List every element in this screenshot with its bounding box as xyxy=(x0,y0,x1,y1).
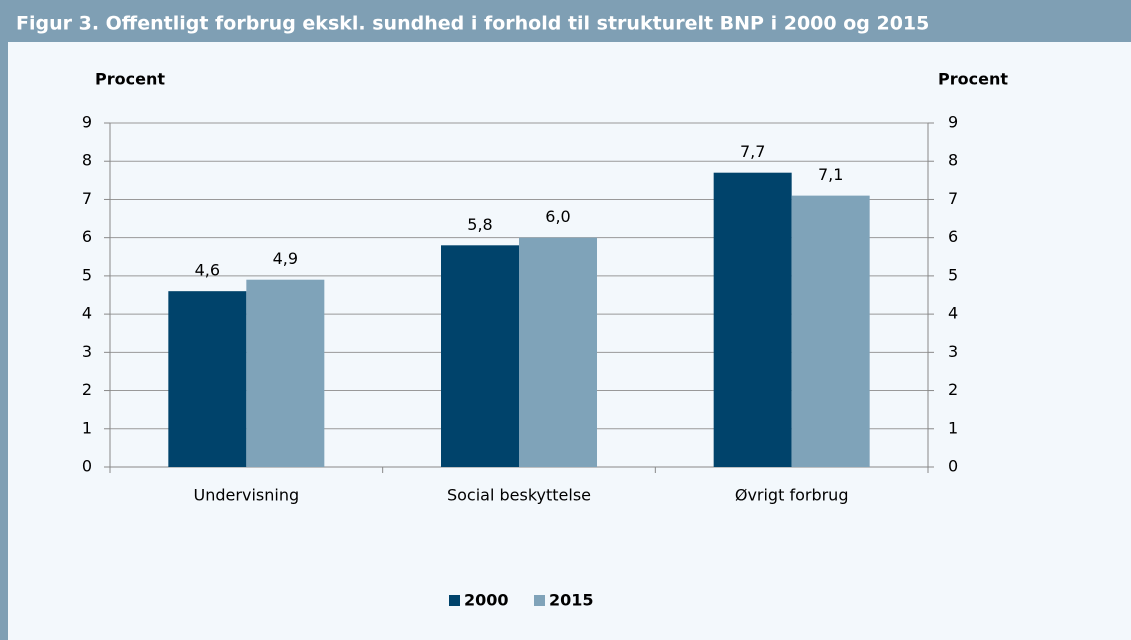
y-tick-label: 6 xyxy=(82,227,92,246)
y2-tick-label: 9 xyxy=(948,113,958,132)
y2-tick-label: 1 xyxy=(948,418,958,437)
x-tick-label: Social beskyttelse xyxy=(447,486,591,505)
y-tick-label: 2 xyxy=(82,380,92,399)
y-tick-label: 0 xyxy=(82,457,92,476)
data-label: 5,8 xyxy=(467,215,492,234)
bar xyxy=(246,279,325,467)
bar xyxy=(168,291,247,467)
legend-swatch xyxy=(534,595,545,606)
y-tick-label: 8 xyxy=(82,151,92,170)
chart-title: Figur 3. Offentligt forbrug ekskl. sundh… xyxy=(16,13,929,35)
y2-tick-label: 0 xyxy=(948,457,958,476)
data-label: 7,7 xyxy=(740,142,765,161)
y-tick-label: 9 xyxy=(82,113,92,132)
bar xyxy=(713,172,792,467)
y2-tick-label: 5 xyxy=(948,265,958,284)
data-label: 4,6 xyxy=(195,261,220,280)
header-bar xyxy=(0,0,1131,42)
data-label: 6,0 xyxy=(545,207,570,226)
y2-axis-label: Procent xyxy=(938,70,1008,89)
bar xyxy=(791,195,870,467)
y2-tick-label: 2 xyxy=(948,380,958,399)
left-border xyxy=(0,0,8,640)
y-tick-label: 4 xyxy=(82,304,92,323)
legend-label: 2015 xyxy=(549,591,594,610)
y2-tick-label: 8 xyxy=(948,151,958,170)
y-tick-label: 5 xyxy=(82,265,92,284)
data-label: 7,1 xyxy=(818,165,843,184)
y-axis-label: Procent xyxy=(95,70,165,89)
x-tick-label: Øvrigt forbrug xyxy=(735,486,849,505)
x-tick-label: Undervisning xyxy=(194,486,300,505)
y2-tick-label: 3 xyxy=(948,342,958,361)
y2-tick-label: 4 xyxy=(948,304,958,323)
data-label: 4,9 xyxy=(273,249,298,268)
y-tick-label: 3 xyxy=(82,342,92,361)
y-tick-label: 7 xyxy=(82,189,92,208)
y-tick-label: 1 xyxy=(82,418,92,437)
y2-tick-label: 6 xyxy=(948,227,958,246)
legend-label: 2000 xyxy=(464,591,509,610)
y2-tick-label: 7 xyxy=(948,189,958,208)
bar xyxy=(519,237,597,467)
bar xyxy=(441,245,519,467)
legend-swatch xyxy=(449,595,460,606)
